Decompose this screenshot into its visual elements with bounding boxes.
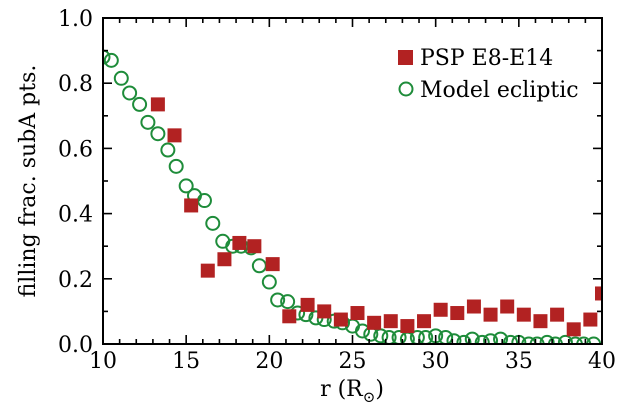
psp-point — [217, 252, 232, 267]
psp-point — [516, 307, 531, 322]
psp-point — [400, 319, 415, 334]
x-axis-title-main: r (R — [320, 377, 364, 402]
x-axis-title: r (R⊙) — [320, 377, 384, 403]
y-tick-label: 0.4 — [58, 203, 93, 228]
data-points — [102, 49, 603, 345]
model-point — [103, 52, 119, 68]
psp-point — [450, 306, 465, 321]
psp-point — [433, 302, 448, 317]
psp-point — [367, 315, 382, 330]
model-point — [354, 323, 370, 339]
y-tick-label: 1.0 — [58, 7, 93, 32]
x-tick-label: 40 — [588, 349, 616, 374]
psp-point — [383, 314, 398, 329]
psp-point — [167, 128, 182, 143]
y-tick-label: 0.2 — [58, 268, 93, 293]
psp-point — [300, 297, 315, 312]
plot-area — [102, 49, 603, 345]
x-tick-label: 15 — [172, 349, 200, 374]
model-point — [280, 294, 296, 310]
x-tick-label: 35 — [505, 349, 533, 374]
psp-point — [317, 304, 332, 319]
psp-point — [550, 307, 565, 322]
psp-point — [583, 312, 598, 327]
model-point — [483, 333, 499, 345]
psp-point — [333, 312, 348, 327]
psp-point — [500, 299, 515, 314]
model-point — [205, 215, 221, 231]
y-tick-label: 0.0 — [58, 333, 93, 358]
legend-marker-model — [398, 81, 414, 97]
y-tick-label: 0.6 — [58, 137, 93, 162]
model-point — [503, 334, 519, 345]
psp-point — [184, 198, 199, 213]
model-point — [493, 331, 509, 345]
psp-point — [466, 299, 481, 314]
psp-point — [265, 257, 280, 272]
legend-marker-psp — [398, 50, 413, 65]
plot-frame — [102, 17, 603, 345]
model-point — [261, 274, 277, 290]
model-point — [113, 70, 129, 86]
tick-labels: 10 15 20 25 30 35 40 0.0 0.2 0.4 0.6 0.8 1.0 — [58, 7, 616, 374]
legend: PSP E8-E14 Model ecliptic — [398, 46, 579, 103]
model-point — [270, 292, 286, 308]
psp-point — [483, 307, 498, 322]
model-point — [168, 158, 184, 174]
legend-label-psp: PSP E8-E14 — [420, 46, 553, 71]
psp-point — [150, 97, 165, 112]
model-point — [474, 334, 490, 345]
psp-point — [350, 306, 365, 321]
x-tick-label: 10 — [89, 349, 117, 374]
psp-point — [595, 286, 603, 301]
psp-point — [566, 322, 581, 337]
model-point — [251, 258, 267, 274]
model-point — [464, 331, 480, 345]
x-axis-title-sub: ⊙ — [363, 388, 376, 403]
model-point — [122, 85, 138, 101]
psp-point — [282, 309, 297, 324]
psp-point — [247, 239, 262, 254]
psp-point — [417, 314, 432, 329]
model-point — [150, 126, 166, 142]
x-axis-title-close: ) — [375, 377, 384, 402]
legend-label-model: Model ecliptic — [420, 78, 579, 103]
psp-point — [200, 263, 215, 278]
model-point — [539, 334, 555, 345]
x-tick-label: 25 — [339, 349, 367, 374]
x-tick-label: 30 — [422, 349, 450, 374]
x-tick-label: 20 — [255, 349, 283, 374]
y-axis-title: filling frac. subA pts. — [16, 65, 41, 298]
model-point — [178, 178, 194, 194]
model-point — [456, 334, 472, 345]
psp-point — [533, 314, 548, 329]
y-tick-label: 0.8 — [58, 72, 93, 97]
model-point — [557, 334, 573, 345]
model-point — [132, 96, 148, 112]
model-point — [140, 114, 156, 130]
model-point — [446, 333, 462, 345]
model-point — [160, 142, 176, 158]
psp-point — [232, 235, 247, 250]
